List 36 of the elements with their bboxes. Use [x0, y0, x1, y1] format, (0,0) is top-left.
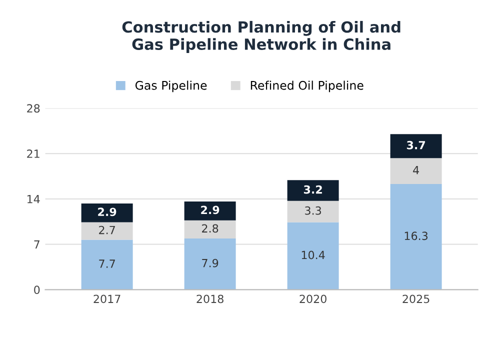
bar: [184, 220, 236, 238]
bar: [287, 200, 339, 222]
data-label: 10.4: [302, 250, 325, 260]
bar: [390, 184, 442, 290]
y-tick-label: 21: [27, 150, 40, 158]
y-tick-label: 28: [27, 104, 40, 113]
x-tick-label: 2018: [196, 294, 224, 304]
y-tick-label: 7: [34, 240, 40, 249]
bar: [81, 203, 133, 222]
data-label: 7.9: [202, 258, 218, 268]
bar: [81, 222, 133, 240]
legend-label: Gas Pipeline: [135, 80, 207, 92]
bar: [184, 238, 236, 290]
bar: [390, 134, 442, 158]
bar: [184, 202, 236, 220]
chart-title: Construction Planning of Oil and Gas Pipeline Network in China: [122, 20, 400, 53]
data-label: 3.3: [305, 206, 322, 215]
data-label: 2.9: [98, 208, 116, 216]
bar: [287, 180, 339, 201]
data-label: 16.3: [404, 232, 428, 240]
legend-label: Refined Oil Pipeline: [250, 80, 364, 92]
data-label: 2.7: [99, 226, 115, 234]
data-label: 3.7: [406, 140, 426, 150]
x-tick-label: 2017: [94, 294, 120, 304]
data-label: 2.9: [201, 206, 220, 214]
y-tick-label: 14: [27, 195, 40, 204]
bar: [390, 158, 442, 184]
data-label: 7.7: [99, 260, 115, 268]
x-tick-label: 2020: [300, 294, 326, 304]
y-tick-label: 0: [34, 286, 40, 294]
data-label: 2.8: [202, 224, 218, 233]
data-label: 4: [413, 166, 419, 174]
bar: [287, 222, 339, 290]
bar: [81, 240, 133, 290]
x-tick-label: 2025: [402, 294, 430, 304]
data-label: 3.2: [304, 185, 322, 194]
